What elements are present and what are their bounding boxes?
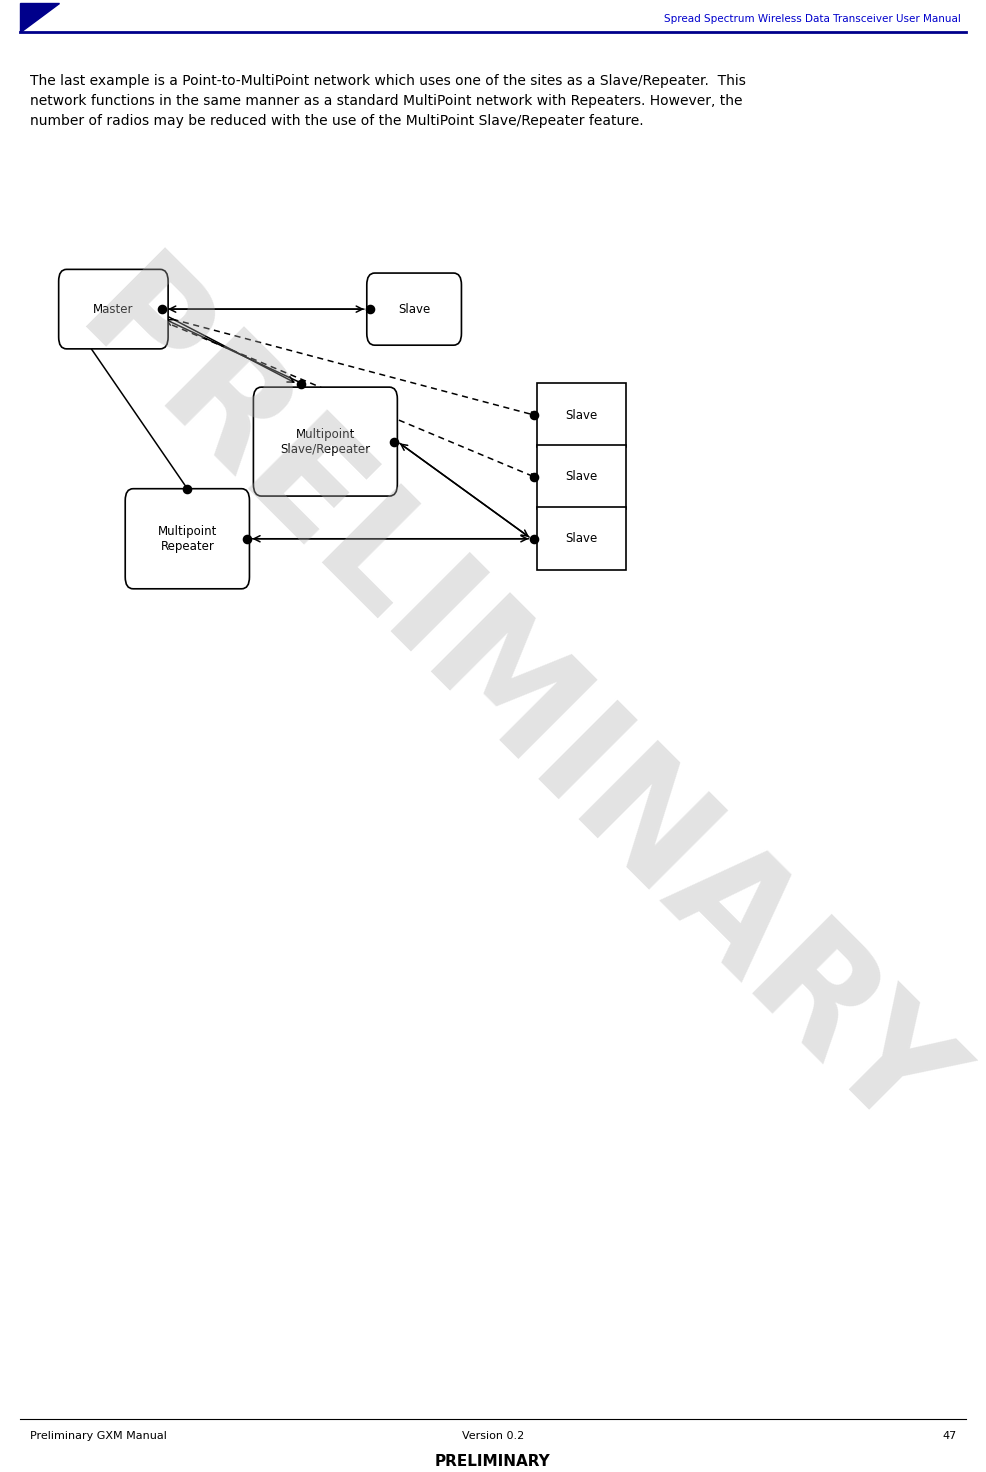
FancyBboxPatch shape [59,269,168,349]
Text: Spread Spectrum Wireless Data Transceiver User Manual: Spread Spectrum Wireless Data Transceive… [665,13,961,24]
Text: Slave: Slave [398,303,430,315]
FancyBboxPatch shape [367,272,461,346]
Point [239,527,254,551]
FancyBboxPatch shape [125,489,249,589]
Text: Preliminary GXM Manual: Preliminary GXM Manual [30,1431,167,1441]
Text: Slave: Slave [566,533,598,545]
Point [527,465,542,489]
Text: Slave: Slave [566,471,598,483]
Text: Multipoint
Slave/Repeater: Multipoint Slave/Repeater [280,427,371,456]
Text: Version 0.2: Version 0.2 [461,1431,525,1441]
Point [527,527,542,551]
Point [387,430,402,453]
FancyBboxPatch shape [537,506,626,570]
Polygon shape [20,3,59,32]
Point [362,297,378,321]
FancyBboxPatch shape [537,445,626,508]
Text: Slave: Slave [566,409,598,421]
Text: Multipoint
Repeater: Multipoint Repeater [158,524,217,553]
Text: PRELIMINARY: PRELIMINARY [435,1454,551,1469]
Point [179,477,195,500]
Text: 47: 47 [943,1431,956,1441]
Point [154,297,171,321]
Text: PRELIMINARY: PRELIMINARY [49,243,976,1170]
Point [527,403,542,427]
FancyBboxPatch shape [537,383,626,447]
Point [293,372,309,396]
Text: The last example is a Point-to-MultiPoint network which uses one of the sites as: The last example is a Point-to-MultiPoin… [30,74,745,128]
FancyBboxPatch shape [253,387,397,496]
Text: Master: Master [93,303,134,315]
